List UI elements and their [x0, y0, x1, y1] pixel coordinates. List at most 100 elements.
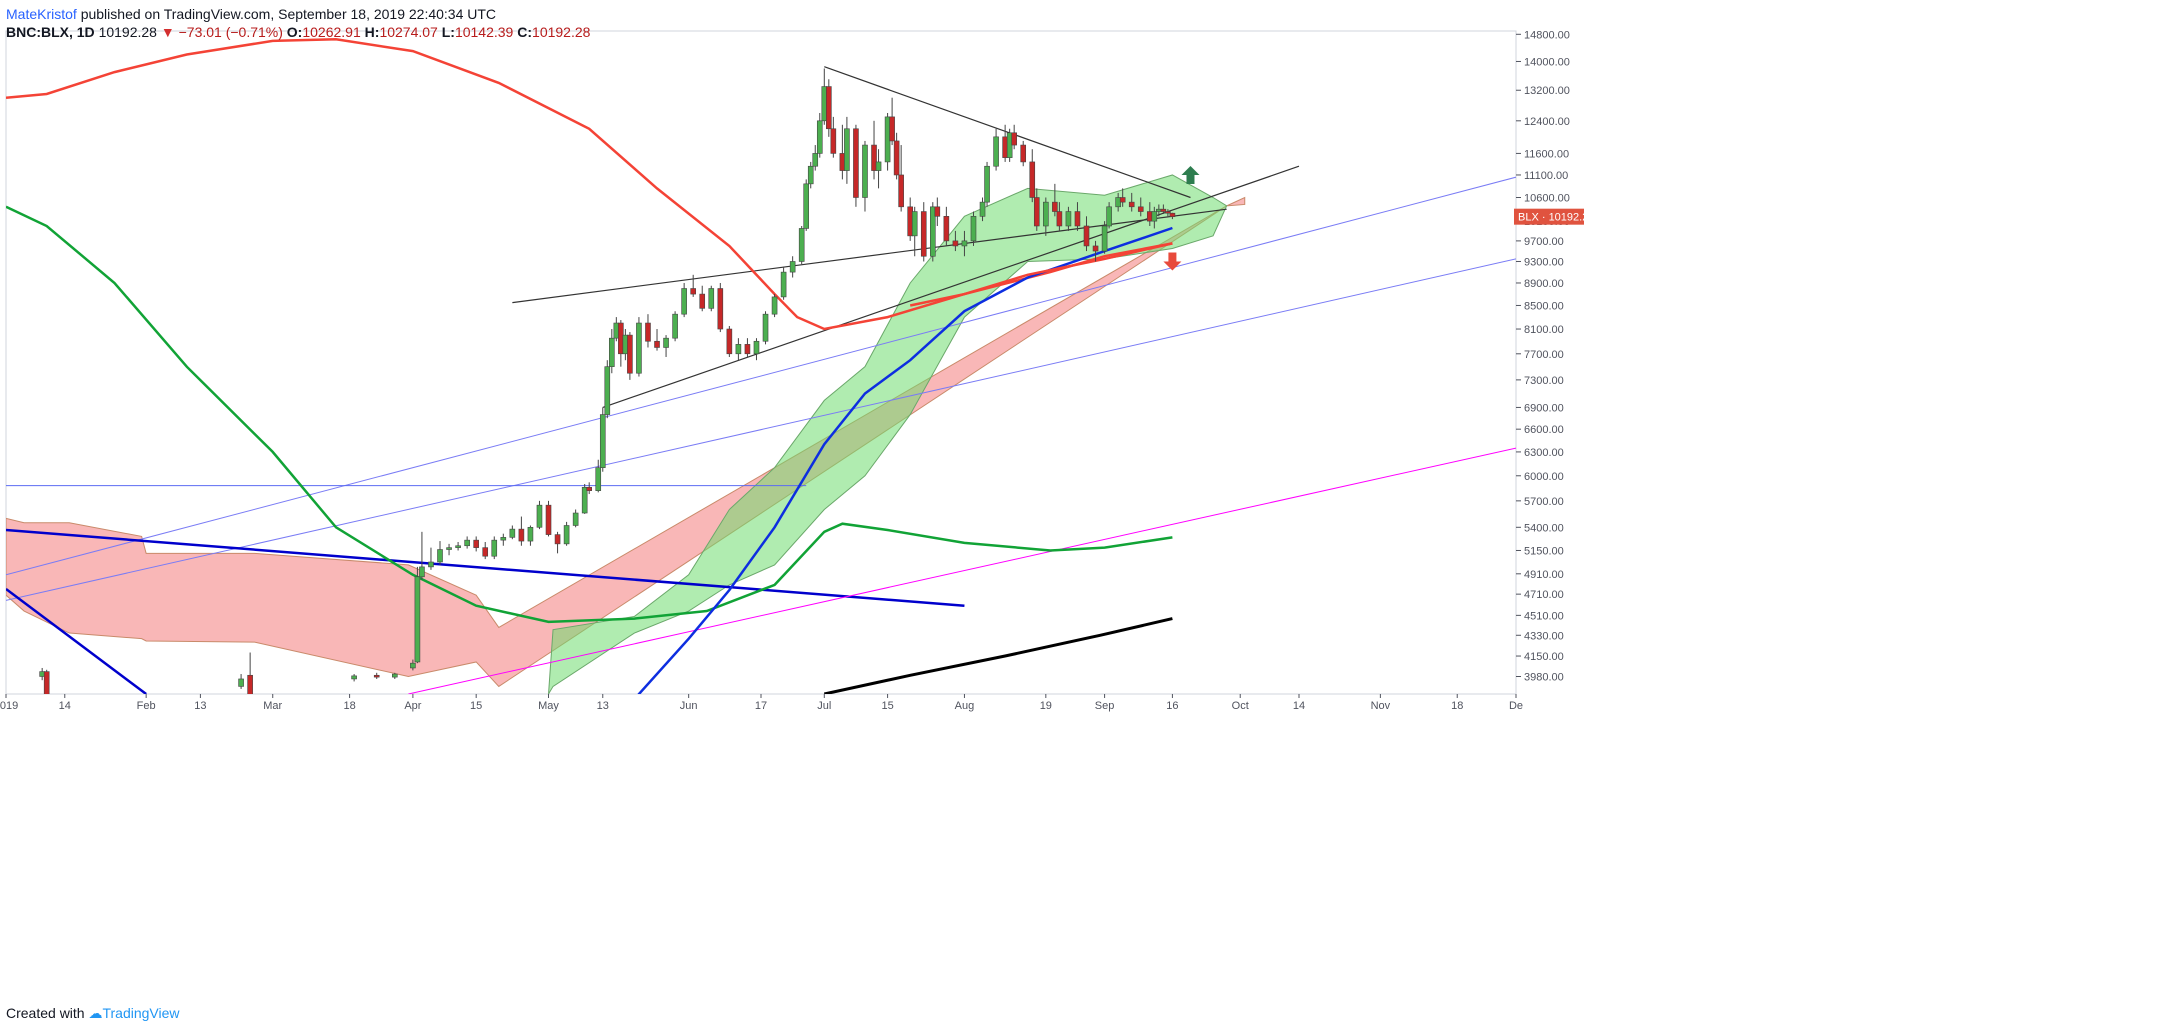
candle-body	[491, 539, 498, 557]
candle-body	[654, 340, 660, 348]
candle-body	[518, 528, 525, 542]
candle-body	[1165, 211, 1171, 214]
candle-body	[1020, 144, 1027, 163]
y-tick-label: 9300.00	[1524, 256, 1564, 268]
x-tick-label: Oct	[1232, 700, 1249, 712]
y-tick-label: 5400.00	[1524, 522, 1564, 534]
candle-body	[1056, 211, 1063, 227]
candle-body	[609, 337, 615, 367]
candle-body	[993, 136, 999, 167]
candle-body	[889, 116, 895, 142]
y-tick-label: 9700.00	[1524, 236, 1564, 248]
last-price-tag	[1514, 208, 1584, 225]
created-with-text: Created with	[6, 1005, 85, 1021]
candle-body	[1119, 197, 1126, 203]
y-tick-label: 4510.00	[1524, 610, 1564, 622]
candle-body	[970, 216, 977, 242]
candle-body	[771, 296, 778, 315]
x-tick-label: 15	[881, 700, 893, 712]
y-tick-label: 4710.00	[1524, 589, 1564, 601]
candle-body	[826, 86, 832, 130]
x-tick-label: 15	[470, 700, 482, 712]
candle-body	[816, 120, 823, 154]
x-tick-label: 14	[1293, 700, 1305, 712]
y-tick-label: 3980.00	[1524, 671, 1564, 683]
candle-body	[1033, 197, 1040, 227]
y-tick-label: 8900.00	[1524, 278, 1564, 290]
candle-body	[961, 240, 968, 247]
y-tick-label: 5700.00	[1524, 496, 1564, 508]
x-tick-label: Apr	[404, 700, 421, 712]
candle-body	[43, 671, 50, 694]
candle-body	[708, 288, 715, 309]
candle-body	[1065, 211, 1072, 227]
candle-body	[414, 576, 421, 663]
arrow-up-marker-icon	[1181, 165, 1200, 184]
moving-average-line-3	[909, 242, 1173, 307]
candle-body	[410, 662, 416, 669]
candle-body	[789, 261, 796, 273]
candle-body	[690, 288, 696, 295]
candle-body	[753, 340, 760, 355]
candle-body	[1011, 132, 1017, 146]
plot-layer	[6, 38, 1516, 723]
ohlc-legend: BNC:BLX, 1D 10192.28 ▼ −73.01 (−0.71%) O…	[6, 22, 590, 42]
arrow-down-marker-icon	[1163, 252, 1182, 271]
y-tick-label: 4150.00	[1524, 651, 1564, 663]
close-value: 10192.28	[532, 24, 591, 40]
x-tick-label: Aug	[955, 700, 975, 712]
candle-body	[1151, 211, 1158, 222]
symbol-label: BNC:BLX, 1D	[6, 24, 95, 40]
y-tick-label: 6000.00	[1524, 471, 1564, 483]
ichimoku-cloud-bullish	[548, 174, 1228, 694]
candle-body	[595, 467, 602, 491]
candle-body	[717, 288, 724, 330]
candle-body	[446, 547, 452, 550]
x-tick-label: 17	[755, 700, 767, 712]
publish-info: MateKristof published on TradingView.com…	[6, 4, 496, 24]
y-tick-label: 4330.00	[1524, 630, 1564, 642]
candle-body	[604, 366, 611, 415]
trendline-3	[6, 176, 1516, 576]
x-tick-label: Feb	[137, 700, 156, 712]
tradingview-link[interactable]: TradingView	[102, 1005, 180, 1021]
low-label: L:	[441, 24, 455, 40]
candle-body	[853, 128, 859, 198]
candle-body	[934, 206, 941, 217]
candle-body	[1101, 225, 1108, 252]
trendline-4	[6, 258, 1516, 601]
x-tick-label: Mar	[263, 700, 282, 712]
candle-body	[554, 534, 561, 545]
ichimoku-cloud-bearish	[6, 196, 1246, 688]
y-tick-label: 7700.00	[1524, 349, 1564, 361]
candle-body	[53, 710, 58, 723]
candle-body	[1083, 225, 1090, 247]
candle-body	[1043, 201, 1049, 227]
candle-body	[911, 211, 918, 237]
y-tick-label: 14800.00	[1524, 29, 1570, 41]
candle-body	[351, 675, 357, 680]
y-tick-label: 8100.00	[1524, 324, 1564, 336]
candle-body	[803, 183, 810, 229]
candle-body	[545, 504, 552, 535]
candle-body	[473, 539, 479, 548]
low-value: 10142.39	[454, 24, 514, 40]
candle-body	[238, 678, 244, 687]
footer-credit: Created with ☁TradingView	[6, 1003, 180, 1023]
y-tick-label: 5150.00	[1524, 545, 1564, 557]
candle-body	[920, 211, 927, 257]
candle-body	[875, 161, 882, 171]
candle-body	[509, 528, 516, 538]
x-tick-label: May	[538, 700, 559, 712]
moving-average-line-1	[6, 205, 1173, 624]
candle-body	[943, 216, 950, 242]
candle-body	[984, 165, 990, 203]
candle-body	[812, 153, 819, 167]
candle-body	[952, 240, 959, 247]
candle-body	[663, 337, 669, 348]
author-link[interactable]: MateKristof	[6, 6, 77, 22]
candle-body	[735, 344, 742, 355]
candle-body	[536, 504, 543, 528]
candle-body	[762, 313, 769, 342]
